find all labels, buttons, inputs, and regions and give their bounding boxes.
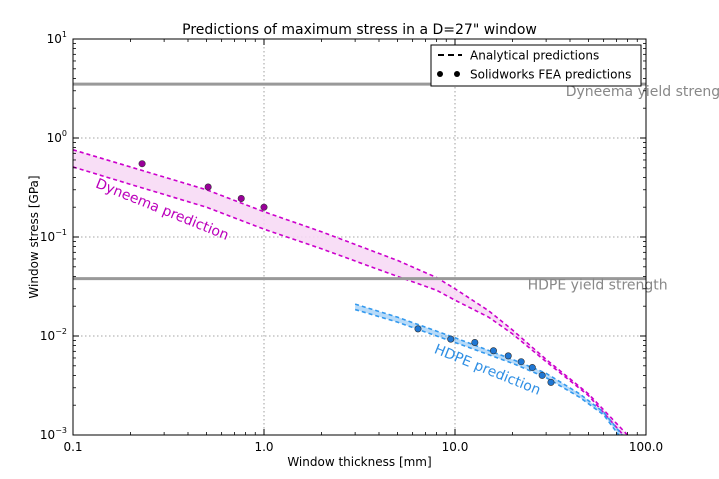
dyneema-fea-point [237,194,245,202]
y-tick-label: 100 [47,129,67,145]
dyneema-fea-point [138,160,146,168]
grid [73,39,646,435]
hdpe-fea-point [471,338,479,346]
hdpe-prediction-band-fill [355,304,623,435]
dyneema-fea-point [204,183,212,191]
fea-points [138,160,555,386]
hdpe-fea-point [489,347,497,355]
hdpe-fea-point [447,335,455,343]
hdpe-fea-point [517,358,525,366]
hdpe-fea-point [414,325,422,333]
hdpe-fea-point [528,364,536,372]
hdpe-yield-strength-annotation: HDPE yield strength [528,277,668,293]
chart-title: Predictions of maximum stress in a D=27"… [182,22,537,38]
legend: Analytical predictions Solidworks FEA pr… [430,44,642,87]
y-tick-label: 10−3 [40,426,67,442]
y-axis-label: Window stress [GPa] [27,175,41,298]
x-tick-label: 1.0 [254,440,273,454]
x-axis-label: Window thickness [mm] [287,455,431,469]
legend-dot-marker-2 [454,71,460,77]
hdpe-fea-point [547,378,555,386]
legend-box [430,44,642,87]
plot-background [73,39,646,435]
dyneema-fea-point [260,203,268,211]
hdpe-fea-point [504,352,512,360]
y-tick-label: 101 [47,30,67,46]
plot-area: Dyneema yield strength HDPE yield strengt… [72,38,719,436]
dyneema-prediction-band-fill [73,149,628,436]
hdpe-fea-point [538,371,546,379]
y-tick-label: 10−1 [40,228,67,244]
legend-dot-marker-1 [437,71,443,77]
dyneema-yield-strength-annotation: Dyneema yield strength [566,84,719,100]
hdpe-prediction-lower-line [354,308,620,436]
x-tick-label: 100.0 [629,440,663,454]
x-axis-ticks: 0.1 1.0 10.0 100.0 [63,39,663,454]
x-tick-label: 0.1 [63,440,82,454]
y-axis-ticks: 10−3 10−2 10−1 100 101 [40,30,646,442]
x-tick-label: 10.0 [442,440,469,454]
legend-fea-label: Solidworks FEA predictions [470,68,631,82]
y-tick-label: 10−2 [40,327,67,343]
legend-analytical-label: Analytical predictions [470,49,599,63]
